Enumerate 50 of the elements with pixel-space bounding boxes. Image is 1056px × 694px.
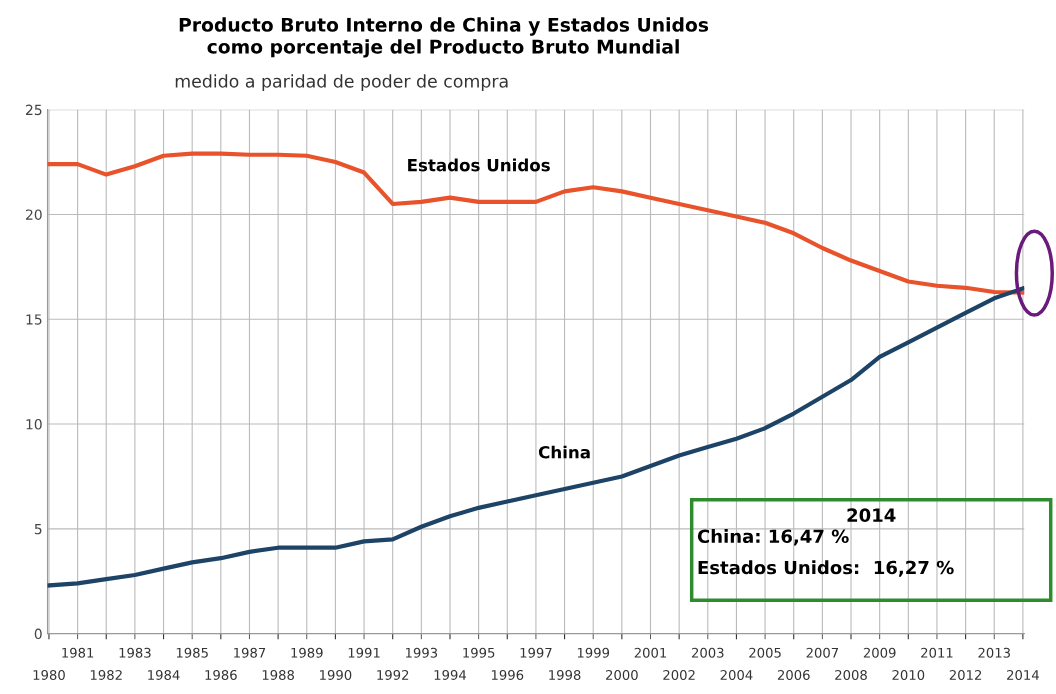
chart-subtitle: medido a paridad de poder de compra <box>175 74 508 92</box>
x-tick-label: 2012 <box>949 669 982 680</box>
x-tick-label: 2008 <box>835 669 867 680</box>
x-tick-label: 1987 <box>234 647 266 658</box>
x-tick-label: 1986 <box>205 669 237 680</box>
y-tick-label: 10 <box>26 419 42 430</box>
x-tick-label: 2004 <box>720 669 753 680</box>
x-tick-label: 1985 <box>176 647 208 658</box>
x-tick-label: 2000 <box>606 669 638 680</box>
x-tick-label: 2009 <box>863 647 896 658</box>
x-tick-label: 2013 <box>978 647 1010 658</box>
x-tick-label: 1995 <box>463 647 495 658</box>
x-tick-label: 1998 <box>549 669 581 680</box>
x-tick-label: 2006 <box>777 669 810 680</box>
x-tick-label: 1982 <box>90 669 122 680</box>
y-tick-label: 5 <box>34 523 42 535</box>
x-tick-label: 2011 <box>921 647 953 658</box>
y-tick-label: 0 <box>34 628 42 640</box>
x-tick-label: 1983 <box>119 647 151 658</box>
annotation: 2014 <box>847 508 896 522</box>
x-tick-label: 1992 <box>377 669 409 680</box>
chart-title: Producto Bruto Interno de China y Estados Unidos como porcentaje del Producto Bruto Mundial <box>179 17 709 58</box>
y-tick-label: 20 <box>26 209 42 220</box>
x-tick-label: 1996 <box>491 669 524 680</box>
line-series <box>47 151 1025 295</box>
x-tick-label: 2005 <box>749 647 781 658</box>
x-tick-label: 1984 <box>148 669 180 680</box>
x-tick-label: 2007 <box>806 647 839 658</box>
x-tick-label: 1988 <box>262 669 294 680</box>
x-tick-label: 1999 <box>577 647 610 658</box>
y-tick-label: 25 <box>26 104 42 116</box>
x-tick-label: 2003 <box>691 647 724 658</box>
x-tick-label: 2001 <box>634 647 667 658</box>
x-tick-label: 1980 <box>33 669 65 680</box>
x-tick-label: 2014 <box>1007 669 1039 680</box>
series-label: Estados Unidos <box>408 158 550 172</box>
x-tick-label: 1993 <box>406 647 438 658</box>
annotation: China: 16,47 % <box>697 529 849 546</box>
x-tick-label: 1991 <box>348 647 380 658</box>
x-tick-label: 1994 <box>434 669 467 680</box>
x-tick-label: 2010 <box>892 669 925 680</box>
x-tick-label: 1990 <box>320 669 352 680</box>
x-tick-label: 1989 <box>291 647 323 658</box>
annotation: Estados Unidos: 16,27 % <box>698 560 954 577</box>
y-tick-label: 15 <box>26 314 42 325</box>
x-tick-label: 1997 <box>520 647 552 658</box>
x-tick-label: 1981 <box>62 647 94 658</box>
series-label: China <box>538 445 590 459</box>
line-series <box>47 286 1025 588</box>
x-tick-label: 2002 <box>663 669 695 680</box>
